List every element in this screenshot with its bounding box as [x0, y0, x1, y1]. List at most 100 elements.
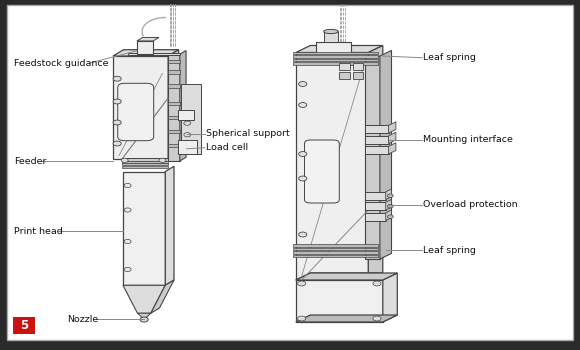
Ellipse shape — [324, 29, 338, 34]
Polygon shape — [168, 54, 180, 161]
Bar — [178, 140, 197, 154]
Bar — [324, 32, 338, 42]
Polygon shape — [137, 37, 159, 41]
Bar — [168, 84, 180, 88]
Circle shape — [184, 121, 191, 125]
Bar — [353, 63, 363, 70]
Bar — [365, 202, 386, 210]
Polygon shape — [296, 273, 383, 280]
Circle shape — [387, 204, 393, 208]
Circle shape — [113, 76, 121, 81]
Bar — [168, 116, 180, 119]
Circle shape — [113, 99, 121, 104]
Bar — [168, 70, 180, 74]
Polygon shape — [386, 199, 392, 210]
Bar — [293, 55, 378, 58]
Polygon shape — [389, 132, 396, 144]
Circle shape — [121, 158, 128, 162]
Polygon shape — [296, 52, 368, 280]
Bar — [293, 251, 378, 254]
Bar — [293, 248, 378, 250]
Bar — [365, 213, 386, 220]
Text: Leaf spring: Leaf spring — [423, 246, 476, 255]
Bar — [293, 52, 378, 54]
Bar — [293, 62, 378, 65]
Polygon shape — [386, 210, 392, 220]
Text: Overload protection: Overload protection — [423, 200, 518, 209]
Bar — [128, 52, 180, 55]
Bar — [122, 163, 168, 165]
Polygon shape — [113, 56, 168, 159]
Text: Print head: Print head — [14, 226, 63, 236]
Bar — [293, 255, 378, 257]
Bar — [178, 110, 194, 120]
Bar — [168, 144, 180, 147]
Polygon shape — [137, 313, 151, 318]
Text: Nozzle: Nozzle — [67, 315, 98, 324]
Bar — [168, 102, 180, 105]
Circle shape — [124, 208, 131, 212]
Bar — [168, 130, 180, 133]
Text: Feedstock guidance: Feedstock guidance — [14, 58, 109, 68]
Polygon shape — [368, 46, 383, 280]
Bar — [293, 59, 378, 61]
Circle shape — [124, 267, 131, 272]
Text: Feeder: Feeder — [14, 156, 47, 166]
Polygon shape — [296, 46, 383, 52]
Bar — [339, 72, 350, 79]
Polygon shape — [389, 143, 396, 154]
Polygon shape — [113, 50, 179, 56]
Circle shape — [387, 194, 393, 197]
Bar — [168, 60, 180, 63]
Circle shape — [159, 158, 166, 162]
Circle shape — [299, 82, 307, 86]
Bar — [122, 161, 168, 163]
Circle shape — [298, 281, 306, 286]
Bar — [365, 192, 386, 199]
Bar — [122, 166, 168, 168]
Bar — [293, 244, 378, 247]
Circle shape — [124, 183, 131, 188]
Polygon shape — [151, 280, 174, 313]
Circle shape — [113, 120, 121, 125]
Polygon shape — [386, 189, 392, 199]
Bar — [353, 72, 363, 79]
Bar — [365, 136, 389, 144]
Circle shape — [298, 316, 306, 321]
Circle shape — [373, 281, 381, 286]
Bar — [137, 41, 153, 54]
Circle shape — [113, 141, 121, 146]
Circle shape — [387, 215, 393, 218]
Text: Mounting interface: Mounting interface — [423, 135, 513, 145]
Circle shape — [184, 150, 191, 154]
FancyBboxPatch shape — [7, 5, 573, 340]
Bar — [365, 125, 389, 133]
Circle shape — [124, 239, 131, 244]
Bar — [365, 146, 389, 154]
Polygon shape — [165, 166, 174, 285]
Text: Spherical support: Spherical support — [206, 129, 289, 138]
Text: 5: 5 — [20, 319, 28, 332]
Polygon shape — [123, 172, 165, 285]
Polygon shape — [296, 280, 383, 322]
Bar — [316, 42, 351, 52]
Polygon shape — [168, 50, 179, 159]
Circle shape — [140, 317, 148, 322]
Text: Load cell: Load cell — [206, 143, 248, 152]
Circle shape — [299, 103, 307, 107]
Polygon shape — [383, 273, 397, 322]
Circle shape — [299, 176, 307, 181]
Polygon shape — [389, 122, 396, 133]
Circle shape — [299, 232, 307, 237]
Polygon shape — [380, 50, 392, 259]
Bar — [13, 317, 35, 334]
Circle shape — [184, 133, 191, 137]
Bar — [365, 56, 380, 259]
FancyBboxPatch shape — [118, 83, 154, 141]
Bar — [122, 158, 168, 161]
Bar — [339, 63, 350, 70]
Polygon shape — [180, 50, 186, 161]
Circle shape — [373, 316, 381, 321]
FancyBboxPatch shape — [304, 140, 339, 203]
Text: Leaf spring: Leaf spring — [423, 53, 476, 62]
